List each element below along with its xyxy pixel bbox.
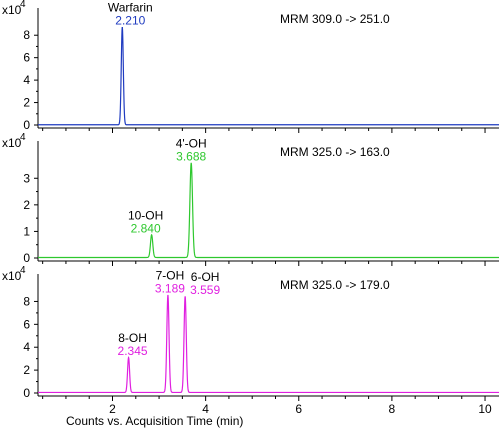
- series-line: [38, 294, 499, 394]
- x-tick-label: 4: [202, 402, 209, 416]
- x-tick-label: 2: [109, 402, 116, 416]
- peak-name-label: 7-OH: [156, 269, 185, 283]
- peak-rt-label: 2.345: [118, 344, 148, 358]
- peak-name-label: 10-OH: [128, 208, 163, 222]
- scale-exponent: 4: [20, 132, 26, 143]
- series-line: [38, 26, 499, 126]
- y-tick-label: 4: [23, 340, 30, 354]
- peak-rt-label: 2.840: [131, 221, 161, 235]
- scale-exponent: 4: [20, 265, 26, 276]
- transition-label: MRM 309.0 -> 251.0: [280, 12, 390, 26]
- peak-rt-label: 2.210: [115, 13, 145, 27]
- y-tick-label: 4: [23, 73, 30, 87]
- x-tick-label: 6: [295, 402, 302, 416]
- y-tick-label: 1: [23, 224, 30, 238]
- scale-label: x10: [2, 269, 22, 283]
- y-tick-label: 2: [23, 363, 30, 377]
- peak-rt-label: 3.688: [176, 150, 206, 164]
- y-tick-label: 0: [23, 251, 30, 265]
- peak-name-label: 8-OH: [118, 331, 147, 345]
- transition-label: MRM 325.0 -> 179.0: [280, 278, 390, 292]
- y-tick-label: 8: [23, 28, 30, 42]
- y-tick-label: 3: [23, 171, 30, 185]
- peak-name-label: 6-OH: [191, 270, 220, 284]
- y-tick-label: 8: [23, 294, 30, 308]
- peak-name-label: 4'-OH: [176, 137, 207, 151]
- y-tick-label: 2: [23, 96, 30, 110]
- peak-name-label: Warfarin: [108, 0, 153, 14]
- y-tick-label: 6: [23, 51, 30, 65]
- peak-rt-label: 3.559: [190, 283, 220, 297]
- scale-exponent: 4: [20, 0, 26, 10]
- y-tick-label: 0: [23, 118, 30, 132]
- x-tick-label: 10: [478, 402, 492, 416]
- x-tick-label: 8: [389, 402, 396, 416]
- transition-label: MRM 325.0 -> 163.0: [280, 145, 390, 159]
- y-tick-label: 2: [23, 198, 30, 212]
- x-axis-label: Counts vs. Acquisition Time (min): [66, 414, 243, 428]
- peak-rt-label: 3.189: [155, 282, 185, 296]
- y-tick-label: 6: [23, 317, 30, 331]
- series-line: [38, 162, 499, 259]
- y-tick-label: 0: [23, 386, 30, 400]
- scale-label: x10: [2, 136, 22, 150]
- scale-label: x10: [2, 3, 22, 17]
